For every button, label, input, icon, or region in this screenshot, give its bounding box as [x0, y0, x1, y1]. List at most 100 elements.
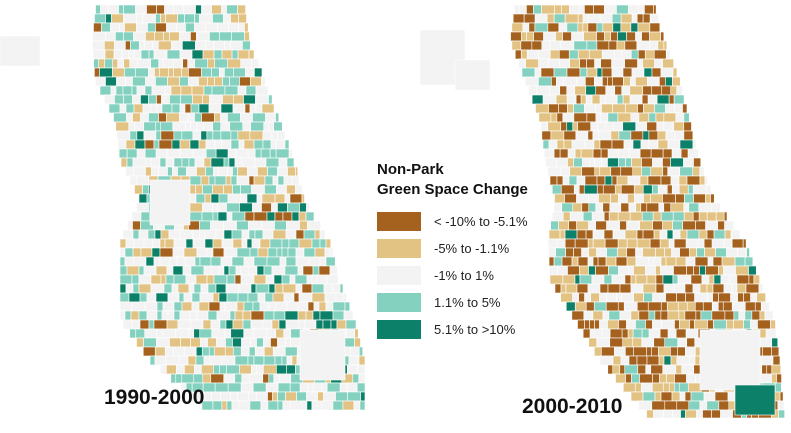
tract-cell — [608, 40, 618, 51]
tract-cell — [646, 202, 660, 213]
tract-cell — [713, 319, 727, 330]
legend-label: -5% to -1.1% — [434, 241, 510, 256]
tract-cell — [660, 67, 674, 78]
tract-cell — [641, 157, 653, 168]
tract-cell — [699, 175, 706, 186]
tract-cell — [655, 274, 664, 285]
tract-cell — [779, 391, 784, 402]
tract-cell — [671, 148, 682, 159]
tract-cell — [642, 58, 655, 69]
tract-cell — [617, 31, 627, 42]
tract-cell — [612, 103, 626, 114]
tract-cell — [652, 373, 660, 384]
tract-cell — [543, 31, 556, 42]
tract-cell — [611, 175, 618, 186]
tract-cell — [542, 94, 557, 105]
tract-cell — [630, 76, 636, 87]
tract-cell — [582, 13, 589, 24]
tract-cell — [713, 274, 722, 285]
tract-cell — [718, 292, 731, 303]
tract-cell — [706, 400, 720, 411]
tract-cell — [540, 121, 549, 132]
tract-cell — [616, 40, 626, 51]
tract-cell — [599, 355, 614, 366]
tract-cell — [560, 121, 568, 132]
tract-cell — [715, 247, 727, 258]
tract-cell — [694, 256, 709, 267]
tract-cell — [710, 193, 715, 204]
tract-cell — [668, 94, 675, 105]
tract-cell — [626, 247, 636, 258]
tract-cell — [583, 184, 598, 195]
tract-cell — [641, 328, 650, 339]
tract-cell — [670, 202, 685, 213]
tract-cell — [617, 112, 632, 123]
tract-cell — [664, 337, 679, 348]
tract-cell — [676, 85, 683, 96]
tract-cell — [597, 256, 607, 267]
tract-cell — [657, 130, 667, 141]
tract-cell — [626, 319, 636, 330]
tract-cell — [554, 4, 562, 15]
tract-cell — [546, 13, 555, 24]
tract-cell — [638, 400, 653, 411]
tract-cell — [744, 301, 756, 312]
tract-cell — [670, 175, 680, 186]
tract-cell — [625, 103, 638, 114]
tract-cell — [641, 94, 649, 105]
tract-cell — [618, 130, 632, 141]
tract-cell — [689, 247, 697, 258]
legend-title-line1: Non-Park — [377, 161, 444, 178]
tract-cell — [628, 148, 641, 159]
tract-cell — [569, 4, 580, 15]
tract-cell — [630, 274, 637, 285]
tract-cell — [588, 337, 598, 348]
tract-cell — [667, 310, 680, 321]
tract-cell — [607, 319, 619, 330]
tract-cell — [632, 139, 642, 150]
tract-cell — [613, 49, 622, 60]
tract-cell — [550, 112, 558, 123]
tract-cell — [548, 58, 560, 69]
tract-cell — [635, 274, 648, 285]
tract-cell — [573, 40, 588, 51]
tract-cell — [699, 400, 708, 411]
tract-cell — [511, 22, 524, 33]
tract-cell — [724, 229, 732, 240]
tract-cell — [576, 220, 589, 231]
tract-cell — [534, 13, 548, 24]
tract-cell — [571, 31, 584, 42]
tract-cell — [735, 265, 749, 276]
tract-cell — [547, 121, 562, 132]
tract-cell — [750, 319, 758, 330]
tract-cell — [666, 301, 679, 312]
tract-cell — [619, 283, 632, 294]
tract-cell — [566, 67, 581, 78]
tract-cell — [616, 4, 629, 15]
tract-cell — [587, 283, 601, 294]
tract-cell — [624, 229, 638, 240]
tract-cell — [662, 382, 670, 393]
tract-cell — [663, 40, 668, 51]
tract-cell — [604, 175, 613, 186]
tract-cell — [672, 229, 681, 240]
tract-cell — [626, 31, 636, 42]
tract-cell — [642, 184, 653, 195]
tract-cell — [594, 157, 602, 168]
tract-cell — [654, 310, 662, 321]
tract-cell — [526, 4, 534, 15]
tract-cell — [610, 130, 620, 141]
tract-cell — [723, 238, 733, 249]
tract-cell — [620, 13, 633, 24]
tract-cell — [615, 373, 626, 384]
tract-cell — [672, 274, 679, 285]
tract-cell — [519, 4, 527, 15]
tract-cell — [612, 76, 624, 87]
tract-cell — [611, 139, 625, 150]
tract-cell — [541, 4, 555, 15]
tract-cell — [606, 220, 620, 231]
tract-cell — [582, 157, 590, 168]
tract-cell — [653, 229, 661, 240]
tract-cell — [612, 364, 621, 375]
tract-cell — [645, 265, 656, 276]
